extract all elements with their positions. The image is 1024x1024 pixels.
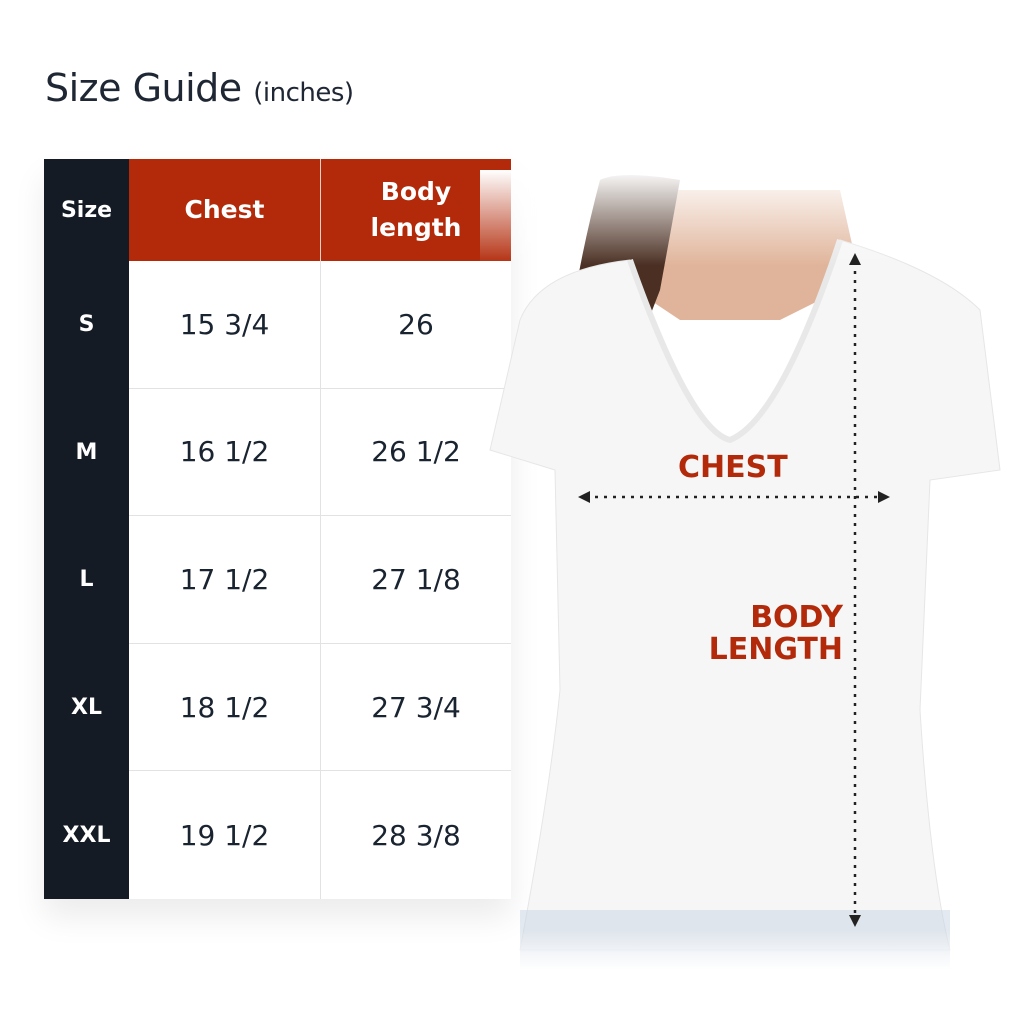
chest-cell: 16 1/2 [129, 388, 321, 517]
length-arrow-up-icon [849, 253, 861, 265]
chest-cell: 19 1/2 [129, 771, 321, 899]
size-cell: L [44, 516, 129, 644]
model-tshirt-image: CHEST BODY LENGTH [480, 170, 1024, 970]
table-header: Size Chest Body length [44, 159, 511, 261]
table-row: M 16 1/2 26 1/2 [44, 388, 511, 517]
tshirt-illustration [480, 170, 1024, 970]
header-body-length: Body length [321, 159, 511, 261]
header-chest: Chest [129, 159, 321, 261]
table-row: XL 18 1/2 27 3/4 [44, 643, 511, 772]
length-cell: 26 1/2 [321, 389, 511, 517]
table-row: L 17 1/2 27 1/8 [44, 516, 511, 644]
length-cell: 27 3/4 [321, 644, 511, 772]
size-cell: XXL [44, 771, 129, 899]
chest-cell: 18 1/2 [129, 643, 321, 772]
chest-arrow-left-icon [578, 491, 590, 503]
body-label-line1: BODY [750, 600, 843, 635]
length-cell: 28 3/8 [371, 818, 461, 852]
title-main: Size Guide [45, 66, 242, 110]
size-cell: S [44, 261, 129, 389]
body-length-label: BODY LENGTH [709, 602, 843, 666]
chest-arrow-right-icon [878, 491, 890, 503]
size-cell: XL [44, 643, 129, 772]
table-row: XXL 19 1/2 28 3/8 [44, 771, 511, 899]
table-row: S 15 3/4 26 [44, 261, 511, 389]
body-label-line2: LENGTH [708, 632, 843, 667]
chest-label: CHEST [678, 450, 788, 485]
title-unit: (inches) [253, 78, 354, 108]
chest-cell: 17 1/2 [129, 516, 321, 644]
length-cell: 27 1/8 [321, 516, 511, 644]
header-size: Size [44, 159, 129, 261]
length-arrow-down-icon [849, 915, 861, 927]
length-cell: 26 [321, 261, 511, 389]
size-table: Size Chest Body length S 15 3/4 26 M 16 … [44, 159, 511, 899]
page-title: Size Guide (inches) [45, 66, 354, 110]
size-cell: M [44, 388, 129, 517]
chest-cell: 15 3/4 [129, 261, 321, 389]
